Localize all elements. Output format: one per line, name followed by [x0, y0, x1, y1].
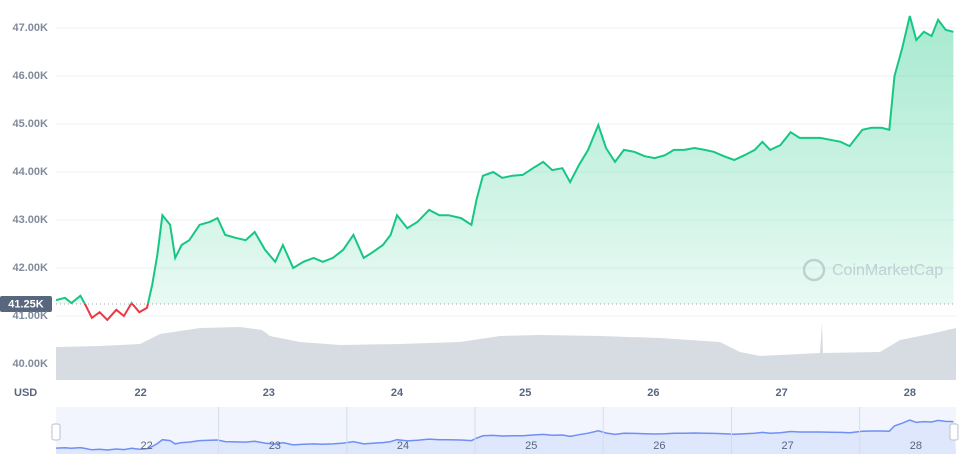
y-tick-label: 47.00K [13, 22, 49, 34]
navigator-tick-label: 27 [782, 440, 794, 452]
baseline-label-box [0, 296, 52, 313]
x-tick-label: 27 [776, 387, 788, 399]
y-tick-label: 41.00K [13, 310, 49, 322]
x-tick-label: 26 [647, 387, 659, 399]
y-tick-label: 45.00K [13, 118, 49, 130]
navigator-line [55, 419, 954, 451]
price-line [56, 15, 954, 305]
y-axis-label: USD [14, 387, 37, 399]
navigator-tick-label: 22 [140, 440, 152, 452]
y-tick-label: 42.00K [13, 262, 49, 274]
y-tick-label: 46.00K [13, 70, 49, 82]
navigator-handle[interactable] [51, 423, 61, 441]
navigator-tick-label: 25 [525, 440, 537, 452]
x-tick-label: 28 [904, 387, 916, 399]
y-tick-label: 40.00K [13, 358, 49, 370]
navigator-tick-label: 23 [269, 440, 281, 452]
baseline-label: 41.25K [8, 298, 44, 310]
y-tick-label: 44.00K [13, 166, 49, 178]
navigator-tick-label: 24 [397, 440, 409, 452]
price-area [56, 16, 954, 305]
x-tick-label: 23 [263, 387, 275, 399]
x-tick-label: 22 [134, 387, 146, 399]
volume-area [56, 323, 956, 380]
navigator-tick-label: 28 [910, 440, 922, 452]
navigator-tick-label: 26 [653, 440, 665, 452]
y-tick-label: 43.00K [13, 214, 49, 226]
navigator-handle[interactable] [949, 423, 959, 441]
watermark: CoinMarketCap [832, 262, 943, 279]
x-tick-label: 25 [519, 387, 531, 399]
x-tick-label: 24 [391, 387, 404, 399]
watermark-logo [802, 258, 826, 282]
watermark-group: CoinMarketCap [802, 258, 943, 282]
